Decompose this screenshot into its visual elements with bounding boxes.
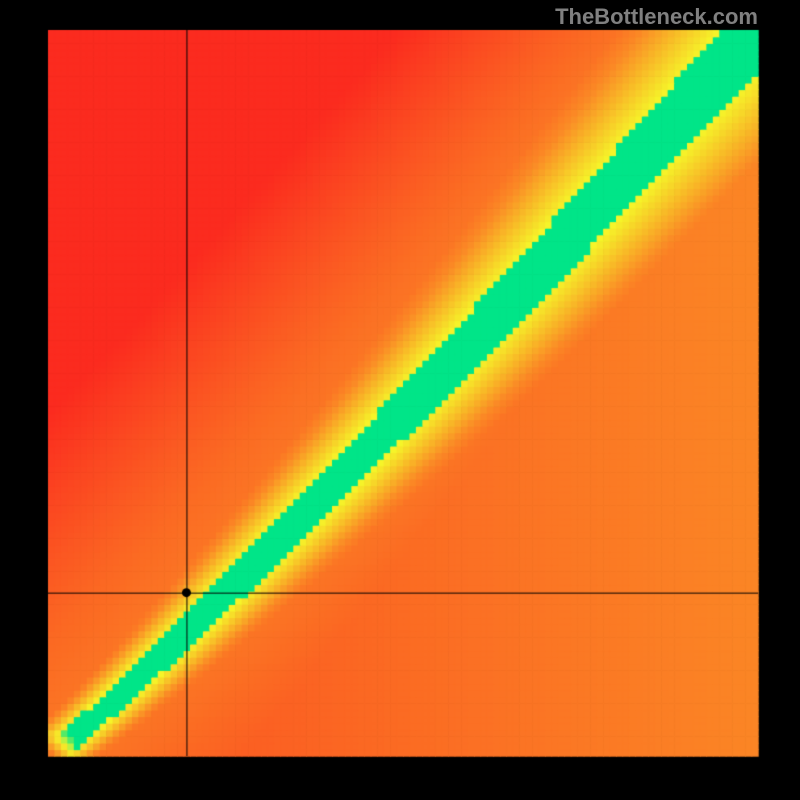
watermark-text: TheBottleneck.com — [555, 4, 758, 30]
bottleneck-heatmap — [0, 0, 800, 800]
